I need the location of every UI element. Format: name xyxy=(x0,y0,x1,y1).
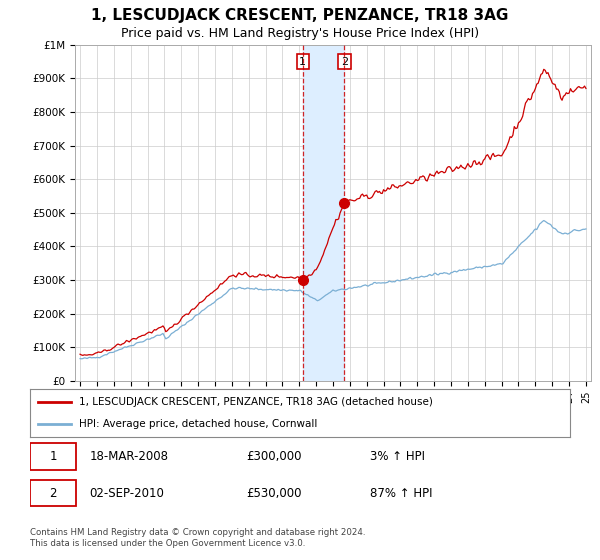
Text: Price paid vs. HM Land Registry's House Price Index (HPI): Price paid vs. HM Land Registry's House … xyxy=(121,27,479,40)
Text: 18-MAR-2008: 18-MAR-2008 xyxy=(89,450,169,463)
Text: 87% ↑ HPI: 87% ↑ HPI xyxy=(370,487,433,500)
Text: £530,000: £530,000 xyxy=(246,487,302,500)
Text: 2: 2 xyxy=(49,487,57,500)
Text: 1, LESCUDJACK CRESCENT, PENZANCE, TR18 3AG: 1, LESCUDJACK CRESCENT, PENZANCE, TR18 3… xyxy=(91,8,509,24)
Text: 1: 1 xyxy=(299,57,307,67)
Bar xyxy=(303,45,344,381)
Text: Contains HM Land Registry data © Crown copyright and database right 2024.
This d: Contains HM Land Registry data © Crown c… xyxy=(30,528,365,548)
Text: 1: 1 xyxy=(49,450,57,463)
Text: 1, LESCUDJACK CRESCENT, PENZANCE, TR18 3AG (detached house): 1, LESCUDJACK CRESCENT, PENZANCE, TR18 3… xyxy=(79,397,433,407)
Text: HPI: Average price, detached house, Cornwall: HPI: Average price, detached house, Corn… xyxy=(79,419,317,429)
FancyBboxPatch shape xyxy=(30,480,76,506)
Text: 2: 2 xyxy=(341,57,348,67)
FancyBboxPatch shape xyxy=(30,444,76,470)
Text: £300,000: £300,000 xyxy=(246,450,302,463)
Text: 02-SEP-2010: 02-SEP-2010 xyxy=(89,487,164,500)
Text: 3% ↑ HPI: 3% ↑ HPI xyxy=(370,450,425,463)
